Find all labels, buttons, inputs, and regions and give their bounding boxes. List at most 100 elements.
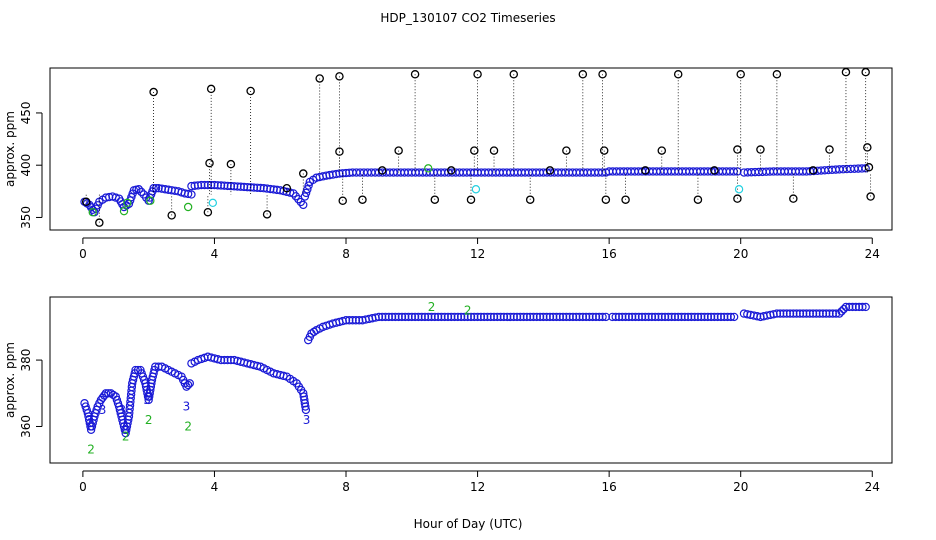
top-series-0-point	[239, 182, 249, 192]
bottom-series-0-point	[822, 309, 831, 318]
bottom-series-0-point	[700, 312, 709, 322]
bottom-series-0-point	[555, 312, 565, 322]
top-series-1-point	[489, 146, 499, 155]
bottom-series-2-digit: 3	[143, 393, 151, 407]
bottom-series-0-point	[621, 312, 630, 322]
bottom-series-0-point	[812, 309, 821, 318]
top-series-1-point	[578, 70, 588, 79]
bottom-series-0-point	[631, 312, 640, 322]
top-series-1-point	[599, 146, 609, 155]
top-series-0-point	[236, 182, 245, 191]
bottom-series-0-point	[279, 371, 288, 381]
bottom-series-0-point	[683, 312, 693, 322]
bottom-series-0-point	[808, 309, 818, 318]
top-marks	[80, 68, 875, 227]
bottom-series-0-point	[104, 389, 113, 398]
top-x-tick-label: 16	[602, 247, 617, 261]
top-series-1-point	[545, 166, 555, 175]
bottom-series-0-point	[841, 302, 851, 312]
top-series-1-point	[657, 146, 667, 155]
bottom-series-0-point	[825, 309, 834, 318]
top-series-0-point	[300, 192, 310, 201]
bottom-series-0-point	[664, 312, 673, 322]
top-series-3-point	[183, 202, 193, 212]
bottom-series-0-point	[861, 302, 870, 312]
top-series-1-point	[262, 210, 272, 219]
top-series-3-point	[146, 196, 155, 205]
bottom-y-axis-label: approx. ppm	[3, 342, 17, 418]
bottom-series-0-point	[394, 312, 403, 322]
bottom-series-2-digit: 3	[86, 413, 94, 427]
top-series-1-point	[733, 194, 742, 203]
bottom-series-0-point	[713, 312, 722, 322]
bottom-series-0-point	[782, 309, 791, 318]
bottom-series-0-point	[404, 312, 413, 322]
bottom-series-0-point	[526, 312, 535, 322]
bottom-series-0-point	[509, 312, 518, 322]
bottom-series-0-point	[341, 316, 351, 325]
top-series-1-point	[358, 195, 367, 204]
bottom-series-1-digit: 2	[87, 443, 95, 457]
bottom-series-0-point	[216, 355, 226, 365]
bottom-series-0-point	[512, 312, 522, 322]
bottom-x-tick-label: 4	[211, 480, 219, 494]
bottom-series-0-point	[716, 312, 726, 322]
bottom-series-0-point	[151, 362, 160, 371]
bottom-series-0-point	[627, 312, 637, 322]
bottom-series-0-point	[611, 312, 620, 322]
bottom-series-1-digit: 2	[122, 429, 130, 443]
bottom-series-0-point	[433, 312, 443, 322]
top-series-0-point	[303, 185, 312, 194]
bottom-series-0-point	[585, 312, 594, 322]
bottom-series-0-point	[795, 309, 805, 318]
bottom-series-0-point	[680, 312, 689, 322]
bottom-series-0-point	[837, 307, 846, 316]
top-series-1-point	[410, 70, 420, 79]
bottom-series-0-point	[417, 312, 426, 322]
x-axis-label: Hour of Day (UTC)	[414, 517, 523, 531]
bottom-x-tick-label: 8	[342, 480, 350, 494]
bottom-series-0-point	[845, 302, 854, 312]
top-series-1-point	[246, 86, 255, 96]
bottom-series-0-point	[506, 312, 515, 322]
top-series-0-point	[233, 182, 242, 191]
bottom-series-0-point	[831, 309, 841, 318]
top-x-tick-label: 0	[79, 247, 87, 261]
top-series-3-point	[119, 206, 129, 216]
bottom-series-0-point	[693, 312, 703, 322]
bottom-x-tick-label: 20	[733, 480, 748, 494]
bottom-x-tick-label: 16	[602, 480, 617, 494]
top-series-1-point	[167, 211, 176, 220]
bottom-series-0-point	[502, 312, 512, 322]
bottom-series-1-digit: 2	[184, 419, 192, 433]
top-series-1-point	[863, 143, 872, 152]
bottom-series-0-point	[818, 309, 828, 318]
bottom-series-0-point	[703, 312, 713, 322]
top-y-tick-label: 450	[19, 101, 33, 124]
bottom-series-0-point	[654, 312, 663, 322]
bottom-series-0-point	[789, 309, 798, 318]
bottom-series-0-point	[479, 312, 489, 322]
bottom-series-0-point	[706, 312, 716, 322]
bottom-series-0-point	[483, 312, 492, 322]
bottom-series-0-point	[460, 312, 469, 322]
top-series-1-point	[808, 166, 818, 175]
bottom-series-0-point	[377, 312, 387, 322]
top-series-0-point	[151, 183, 161, 193]
bottom-series-0-point	[440, 312, 449, 322]
top-series-2-point	[208, 198, 218, 208]
bottom-series-0-point	[618, 312, 627, 322]
top-series-1-point	[473, 70, 482, 79]
bottom-series-0-point	[223, 355, 232, 365]
bottom-series-0-point	[401, 312, 410, 322]
top-series-1-point	[470, 146, 479, 155]
bottom-series-0-point	[397, 312, 407, 322]
top-series-1-point	[299, 169, 308, 178]
bottom-x-tick-label: 0	[79, 480, 87, 494]
top-series-1-point	[825, 145, 834, 154]
bottom-series-0-point	[848, 302, 857, 312]
bottom-series-0-point	[183, 380, 193, 390]
top-series-0-point	[197, 180, 206, 190]
bottom-series-0-point	[443, 312, 453, 322]
